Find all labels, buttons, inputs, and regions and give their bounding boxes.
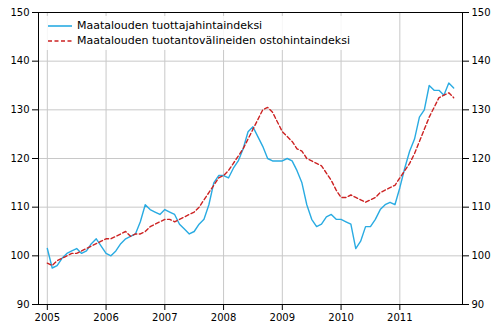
svg-text:140: 140 [472,55,491,66]
svg-text:100: 100 [10,250,29,261]
html-text:Maatalouden tuottajahintaindek: Maatalouden tuottajahintaindeksi [77,19,263,32]
svg-text:2006: 2006 [93,312,118,323]
svg-text:100: 100 [472,250,491,261]
svg-text:150: 150 [472,7,491,18]
svg-text:120: 120 [10,153,29,164]
svg-text:90: 90 [17,299,30,310]
svg-text:2007: 2007 [152,312,177,323]
svg-text:140: 140 [10,55,29,66]
html-text:Maatalouden tuotantovälineiden: Maatalouden tuotantovälineiden ostohinta… [77,34,350,47]
svg-text:110: 110 [10,201,29,212]
svg-text:150: 150 [10,7,29,18]
svg-text:2009: 2009 [270,312,295,323]
svg-text:2005: 2005 [35,312,60,323]
svg-text:90: 90 [472,299,485,310]
svg-text:130: 130 [472,104,491,115]
svg-text:130: 130 [10,104,29,115]
svg-text:110: 110 [472,201,491,212]
svg-text:2008: 2008 [211,312,236,323]
svg-text:2011: 2011 [387,312,412,323]
svg-text:120: 120 [472,153,491,164]
svg-text:2010: 2010 [328,312,353,323]
